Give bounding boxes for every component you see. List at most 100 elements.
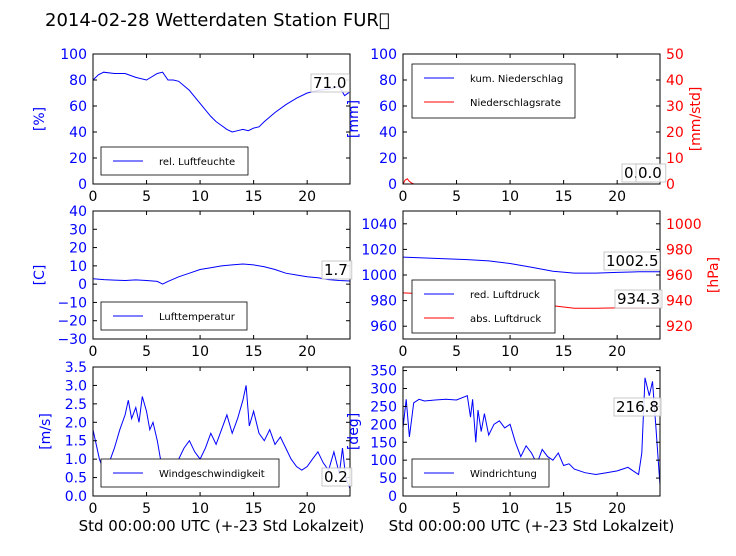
value-label-humidity: 71.0	[313, 74, 346, 92]
x-tick-label-winddirection: 20	[608, 501, 626, 517]
y-tick-label-pressure: 1040	[361, 217, 397, 233]
value-label-winddirection-box	[613, 397, 662, 417]
y-right-tick-label-precipitation: 30	[666, 99, 684, 115]
y-tick-label-precipitation: 40	[379, 125, 397, 141]
y-axis-label-windspeed: [m/s]	[38, 413, 54, 450]
y-axis-label-humidity: [%]	[32, 107, 48, 131]
y-right-tick-label-pressure: 980	[666, 242, 693, 258]
y-tick-label-precipitation: 80	[379, 73, 397, 89]
y-right-tick-label-precipitation: 40	[666, 73, 684, 89]
y-tick-label-precipitation: 100	[370, 47, 397, 63]
y-tick-label-windspeed: 2.5	[65, 397, 87, 413]
series-line-windspeed-0	[93, 385, 350, 489]
y-tick-label-winddirection: 50	[379, 471, 397, 487]
y-tick-label-humidity: 60	[69, 99, 87, 115]
value-label-2-pressure-box	[614, 289, 663, 309]
y-right-tick-label-pressure: 1000	[666, 217, 702, 233]
page-title: 2014-02-28 Wetterdaten Station FUR 	[45, 10, 390, 31]
x-tick-label-pressure: 0	[399, 344, 408, 360]
x-tick-label-precipitation: 10	[501, 189, 519, 205]
legend-label-winddirection: Windrichtung	[470, 469, 537, 480]
value-label-pressure: 1002.5	[606, 252, 659, 270]
value-label-temperature: 1.7	[324, 261, 348, 279]
y-tick-label-winddirection: 200	[370, 417, 397, 433]
y-tick-label-windspeed: 1.5	[65, 434, 87, 450]
chart-panel-temperature: 0 5 10 15 20 −30 −20 −10 0 10 20 30 40 [C] Lufttempera…	[32, 204, 353, 360]
y-tick-label-precipitation: 20	[379, 151, 397, 167]
y-right-axis-label-pressure: [hPa]	[706, 257, 722, 293]
series-line-temperature-0	[93, 263, 350, 285]
y-right-tick-label-pressure: 920	[666, 319, 693, 335]
axes-frame-windspeed	[92, 366, 351, 497]
legend-label-precipitation: kum. Niederschlag	[470, 74, 563, 85]
y-tick-label-pressure: 1000	[361, 268, 397, 284]
y-right-tick-label-precipitation: 50	[666, 47, 684, 63]
y-tick-label-winddirection: 100	[370, 453, 397, 469]
y-tick-label-temperature: 10	[69, 259, 87, 275]
legend-label-windspeed: Windgeschwindigkeit	[159, 469, 265, 480]
y-tick-label-temperature: 30	[69, 222, 87, 238]
y-tick-label-temperature: 20	[69, 241, 87, 257]
legend-label-precipitation: Niederschlagsrate	[470, 98, 561, 109]
series-line-humidity-0	[93, 71, 350, 133]
chart-panel-pressure: 0 5 10 15 20 960 980 1000 1020 1040 920 940 960 980 10…	[361, 210, 722, 360]
legend-box-precipitation	[411, 63, 576, 119]
x-tick-label-windspeed: 0	[89, 501, 98, 517]
series-line-pressure-0	[403, 256, 660, 274]
x-tick-label-winddirection: 15	[555, 501, 573, 517]
x-tick-label-precipitation: 5	[452, 189, 461, 205]
legend-box-pressure	[411, 279, 556, 334]
y-tick-label-precipitation: 60	[379, 99, 397, 115]
value-label-windspeed-box	[321, 467, 353, 487]
series-line-precipitation-1	[403, 178, 660, 184]
y-tick-label-humidity: 0	[78, 177, 87, 193]
value-label-temperature-box	[321, 260, 353, 280]
x-tick-label-windspeed: 5	[142, 501, 151, 517]
x-axis-label-windspeed: Std 00:00:00 UTC (+-23 Std Lokalzeit)	[79, 517, 365, 535]
x-tick-label-windspeed: 10	[191, 501, 209, 517]
y-tick-label-windspeed: 2.0	[65, 415, 87, 431]
y-tick-label-winddirection: 0	[388, 489, 397, 505]
x-tick-label-pressure: 5	[452, 344, 461, 360]
chart-panel-humidity: 0 5 10 15 20 0 20 40 60 80 100 [%] rel. Luftfeuchte 7…	[32, 47, 351, 205]
x-tick-label-humidity: 10	[191, 189, 209, 205]
value-label-winddirection: 216.8	[616, 398, 659, 416]
y-right-tick-label-pressure: 940	[666, 294, 693, 310]
y-right-tick-label-precipitation: 0	[666, 177, 675, 193]
y-tick-label-winddirection: 300	[370, 382, 397, 398]
y-tick-label-windspeed: 0.5	[65, 471, 87, 487]
x-tick-label-temperature: 5	[142, 344, 151, 360]
x-tick-label-pressure: 20	[608, 344, 626, 360]
legend-label-temperature: Lufttemperatur	[159, 312, 236, 323]
x-tick-label-winddirection: 5	[452, 501, 461, 517]
x-tick-label-windspeed: 15	[245, 501, 263, 517]
value-label-pressure-box	[603, 251, 660, 271]
y-tick-label-windspeed: 1.0	[65, 452, 87, 468]
y-right-tick-label-pressure: 960	[666, 268, 693, 284]
y-tick-label-precipitation: 0	[388, 177, 397, 193]
chart-panel-windspeed: 0 5 10 15 20 0.0 0.5 1.0 1.5 2.0 2.5 3.0 3.5 [m/s] Std…	[38, 360, 364, 535]
x-tick-label-winddirection: 10	[501, 501, 519, 517]
value-label-windspeed: 0.2	[324, 468, 348, 486]
x-tick-label-pressure: 15	[555, 344, 573, 360]
y-tick-label-humidity: 40	[69, 125, 87, 141]
x-tick-label-humidity: 0	[89, 189, 98, 205]
x-tick-label-humidity: 5	[142, 189, 151, 205]
x-tick-label-temperature: 15	[245, 344, 263, 360]
y-tick-label-winddirection: 250	[370, 399, 397, 415]
y-tick-label-pressure: 1020	[361, 242, 397, 258]
x-tick-label-precipitation: 0	[399, 189, 408, 205]
series-line-winddirection-0	[403, 377, 660, 486]
axes-frame-winddirection	[402, 366, 661, 497]
x-tick-label-pressure: 10	[501, 344, 519, 360]
value-label-2-precipitation: 0.0	[638, 164, 662, 182]
y-tick-label-humidity: 80	[69, 73, 87, 89]
x-tick-label-humidity: 20	[298, 189, 316, 205]
y-tick-label-humidity: 20	[69, 151, 87, 167]
y-tick-label-pressure: 960	[370, 319, 397, 335]
legend-label-humidity: rel. Luftfeuchte	[159, 157, 235, 168]
x-axis-label-winddirection: Std 00:00:00 UTC (+-23 Std Lokalzeit)	[389, 517, 675, 535]
